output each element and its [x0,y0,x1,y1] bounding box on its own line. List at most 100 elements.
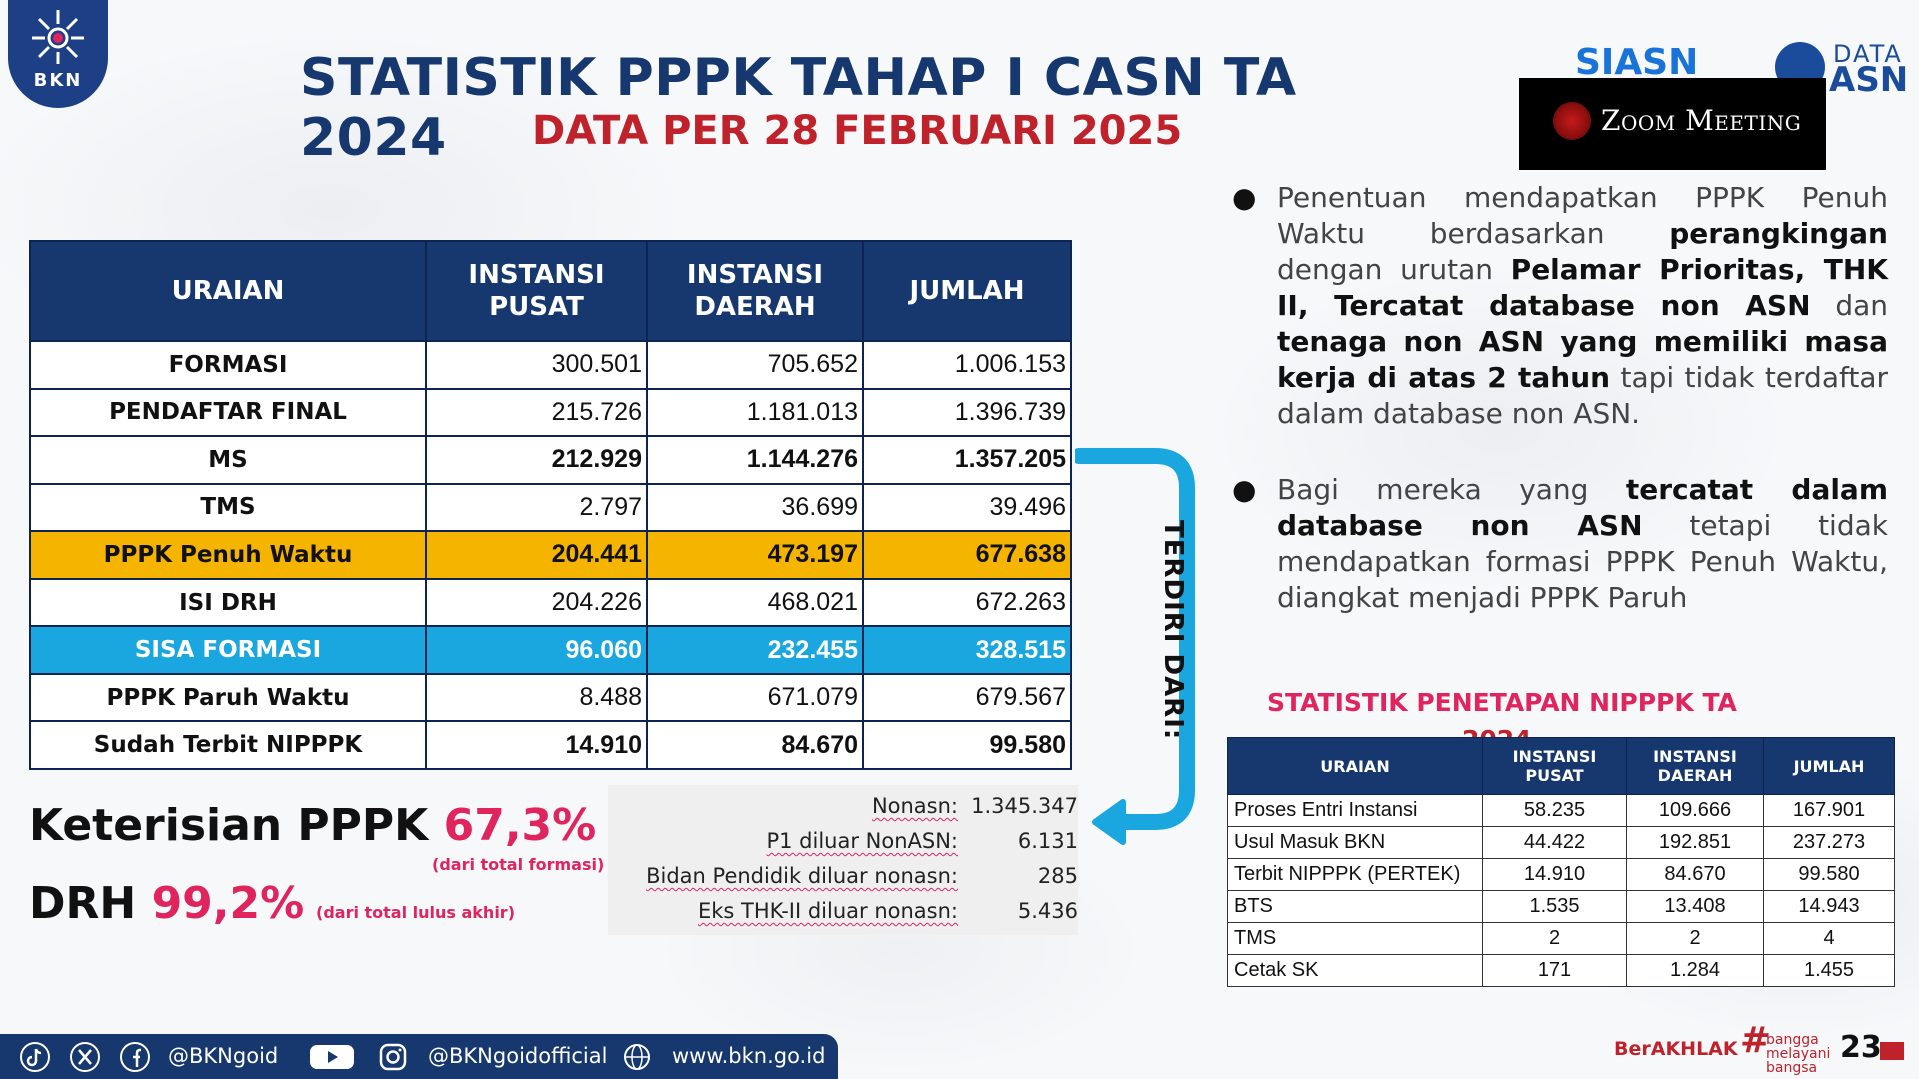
page-title: STATISTIK PPPK TAHAP I CASN TA 2024 [300,48,1297,168]
cell-jumlah: 328.515 [862,625,1072,675]
table-row-formasi: FORMASI 300.501 705.652 1.006.153 [29,340,1072,390]
column-header-instansi-pusat: INSTANSI PUSAT [425,240,648,342]
page-subtitle: DATA PER 28 FEBRUARI 2025 [532,108,1183,154]
list-item: Eks THK-II diluar nonasn: 5.436 [600,899,1078,934]
row-label: MS [29,435,427,485]
globe-web-icon[interactable] [622,1042,652,1072]
cell-daerah: 232.455 [646,625,864,675]
drh-summary: DRH 99,2% [29,878,304,929]
data-asn-logo-top: DATA [1833,40,1903,68]
bullet-item: ● Bagi mereka yang tercatat dalam databa… [1232,472,1888,616]
table-row: Proses Entri Instansi 58.235 109.666 167… [1227,794,1895,827]
cell-pusat: 96.060 [425,625,648,675]
breakdown-value: 1.345.347 [971,794,1078,818]
row-label: BTS [1227,890,1483,923]
bracket-arrow-icon [1075,448,1195,845]
bangsa-text: bangsa [1766,1060,1818,1076]
cell-jumlah: 1.006.153 [862,340,1072,390]
column-header-instansi-daerah: INSTANSI DAERAH [646,240,864,342]
cell-pusat: 44.422 [1482,826,1627,859]
cell-pusat: 1.535 [1482,890,1627,923]
bullet-emphasis: tercatat dalam database non ASN [1277,473,1889,542]
table-row: TMS 2 2 4 [1227,922,1895,955]
tiktok-icon[interactable] [20,1042,50,1072]
table-row-sisa-formasi: SISA FORMASI 96.060 232.455 328.515 [29,625,1072,675]
nonasn-breakdown-list: Nonasn: 1.345.347 P1 diluar NonASN: 6.13… [600,794,1078,934]
social-handle[interactable]: @BKNgoidofficial [428,1044,608,1068]
cell-pusat: 300.501 [425,340,648,390]
table-row-pendaftar-final: PENDAFTAR FINAL 215.726 1.181.013 1.396.… [29,387,1072,438]
website-link[interactable]: www.bkn.go.id [672,1044,826,1068]
cell-daerah: 671.079 [646,672,864,723]
zoom-meeting-badge: Zoom Meeting [1519,78,1826,170]
list-item: Bidan Pendidik diluar nonasn: 285 [600,864,1078,899]
table-row: Usul Masuk BKN 44.422 192.851 237.273 [1227,826,1895,859]
bullet-item: ● Penentuan mendapatkan PPPK Penuh Waktu… [1232,180,1888,432]
drh-label: DRH [29,878,137,929]
cell-daerah: 192.851 [1626,826,1764,859]
cell-jumlah: 99.580 [862,720,1072,770]
bkn-logo-text: BKN [33,70,83,91]
table-row: BTS 1.535 13.408 14.943 [1227,890,1895,923]
row-label: TMS [29,482,427,533]
instagram-icon[interactable] [378,1042,408,1072]
cell-jumlah: 99.580 [1763,858,1895,891]
table-row-pppk-paruh-waktu: PPPK Paruh Waktu 8.488 671.079 679.567 [29,672,1072,723]
breakdown-label: Nonasn: [871,794,958,818]
bullet-emphasis: tenaga non ASN yang memiliki masa kerja … [1277,325,1888,394]
data-asn-logo-bottom: ASN [1829,60,1909,100]
x-twitter-icon[interactable] [70,1042,100,1072]
facebook-icon[interactable] [120,1042,150,1072]
breakdown-value: 6.131 [1017,829,1078,853]
row-label: FORMASI [29,340,427,390]
cell-pusat: 58.235 [1482,794,1627,827]
cell-pusat: 204.441 [425,530,648,580]
cell-daerah: 84.670 [646,720,864,770]
row-label: PPPK Paruh Waktu [29,672,427,723]
cell-jumlah: 1.455 [1763,954,1895,987]
cell-daerah: 468.021 [646,577,864,628]
breakdown-value: 5.436 [1017,899,1078,923]
row-label: TMS [1227,922,1483,955]
cell-pusat: 2 [1482,922,1627,955]
cell-daerah: 2 [1626,922,1764,955]
cell-daerah: 473.197 [646,530,864,580]
nipppk-statistics-table: URAIAN INSTANSI PUSAT INSTANSI DAERAH JU… [1227,737,1895,987]
youtube-icon[interactable] [308,1042,356,1072]
nipppk-table-title: STATISTIK PENETAPAN NIPPPK TA [1267,688,1737,717]
bullet-text: tapi tidak terdaftar dalam database non … [1277,361,1889,430]
bullet-text: Penentuan mendapatkan PPPK Penuh Waktu b… [1277,181,1888,250]
row-label: SISA FORMASI [29,625,427,675]
breakdown-label: Eks THK-II diluar nonasn: [697,899,958,923]
row-label: Proses Entri Instansi [1227,794,1483,827]
list-item: Nonasn: 1.345.347 [600,794,1078,829]
table-row-tms: TMS 2.797 36.699 39.496 [29,482,1072,533]
page-badge [1880,1042,1904,1060]
pppk-statistics-table: URAIAN INSTANSI PUSAT INSTANSI DAERAH JU… [29,240,1072,770]
cell-daerah: 84.670 [1626,858,1764,891]
cell-pusat: 14.910 [1482,858,1627,891]
keterisian-pppk: Keterisian PPPK 67,3% [29,800,596,851]
cell-jumlah: 39.496 [862,482,1072,533]
bullet-text: dengan urutan [1277,253,1511,286]
cell-pusat: 14.910 [425,720,648,770]
row-label: PENDAFTAR FINAL [29,387,427,438]
melayani-text: melayani [1766,1046,1831,1062]
row-label: PPPK Penuh Waktu [29,530,427,580]
breakdown-value: 285 [1037,864,1078,888]
bullet-text: dan [1810,289,1889,322]
cell-daerah: 13.408 [1626,890,1764,923]
column-header-instansi-pusat: INSTANSI PUSAT [1482,737,1627,795]
column-header-jumlah: JUMLAH [862,240,1072,342]
social-handle[interactable]: @BKNgoid [168,1044,279,1068]
bullet-dot-icon: ● [1232,473,1257,506]
keterisian-percentage: 67,3% [443,800,597,851]
bullet-text: tetapi tidak mendapatkan formasi PPPK Pe… [1277,509,1888,614]
table-row: Terbit NIPPPK (PERTEK) 14.910 84.670 99.… [1227,858,1895,891]
column-header-uraian: URAIAN [29,240,427,342]
breakdown-label: P1 diluar NonASN: [766,829,958,853]
cell-pusat: 204.226 [425,577,648,628]
row-label: Cetak SK [1227,954,1483,987]
cell-daerah: 1.181.013 [646,387,864,438]
bullet-emphasis: Pelamar Prioritas, THK II, Tercatat data… [1277,253,1888,322]
